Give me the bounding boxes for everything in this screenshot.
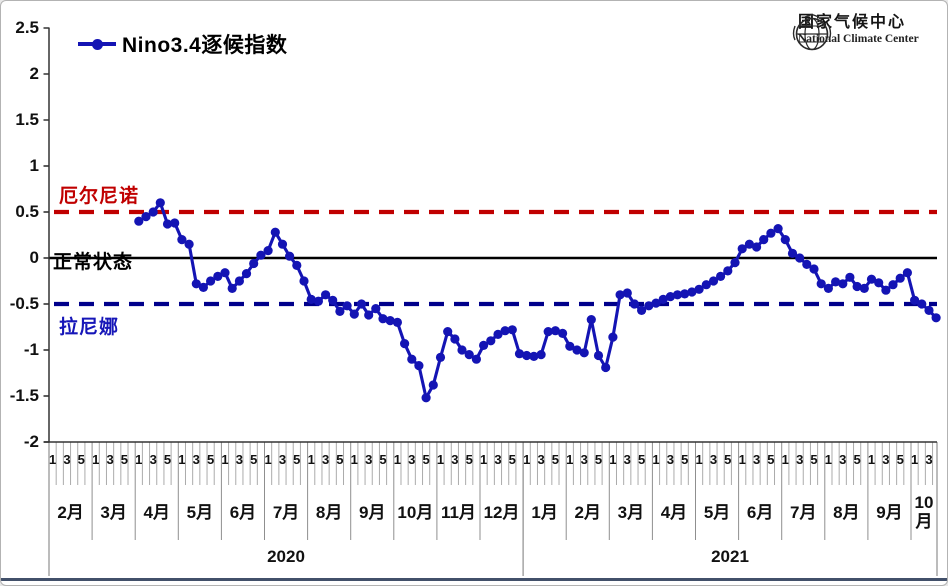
series-line: [137, 201, 938, 400]
axes: [43, 27, 937, 443]
reference-lines: [49, 209, 937, 307]
frame-lines: [48, 442, 938, 576]
series-markers: [134, 198, 941, 403]
x-gridlines: [55, 442, 934, 540]
